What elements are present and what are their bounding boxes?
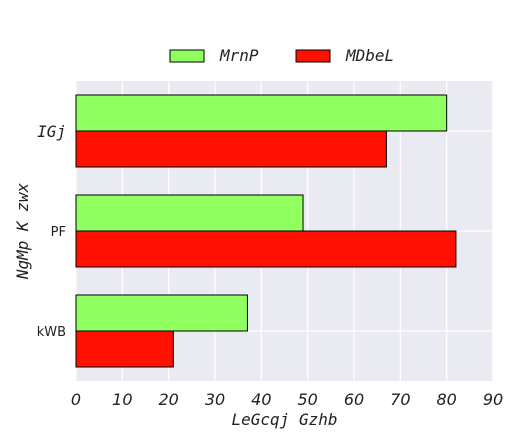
x-tick-label: 60 [344, 390, 364, 409]
x-tick-label: 80 [436, 390, 456, 409]
x-tick-label: 90 [483, 390, 503, 409]
y-tick-label: PF [51, 225, 66, 240]
x-axis-label: LeGcqj Gzhb [232, 410, 338, 429]
legend-swatch [295, 49, 331, 63]
legend: MrnP MDbeL [169, 46, 394, 65]
x-tick-label: 40 [251, 390, 271, 409]
bar-MDbeL-PF [75, 230, 457, 268]
y-tick-label: IGj [37, 122, 66, 141]
y-tick-label: kWB [37, 325, 66, 340]
x-tick-label: 70 [390, 390, 410, 409]
legend-swatch [169, 49, 205, 63]
legend-label: MrnP [219, 46, 259, 65]
x-tick-label: 10 [112, 390, 132, 409]
bar-MrnP-IGj [75, 94, 448, 132]
bars [75, 94, 457, 368]
x-tick-label: 30 [205, 390, 225, 409]
x-tick-label: 50 [297, 390, 317, 409]
legend-label: MDbeL [345, 46, 394, 65]
bar-MDbeL-kWB [75, 330, 174, 368]
bar-MDbeL-IGj [75, 130, 387, 168]
y-axis-ticks: IGj PF kWB [37, 122, 66, 340]
y-axis-label: NgMp K zwx [13, 182, 32, 280]
x-tick-label: 0 [71, 390, 81, 409]
bar-MrnP-kWB [75, 294, 248, 332]
x-axis-ticks: 0 10 20 30 40 50 60 70 80 90 [71, 390, 503, 409]
x-tick-label: 20 [158, 390, 178, 409]
bar-MrnP-PF [75, 194, 304, 232]
